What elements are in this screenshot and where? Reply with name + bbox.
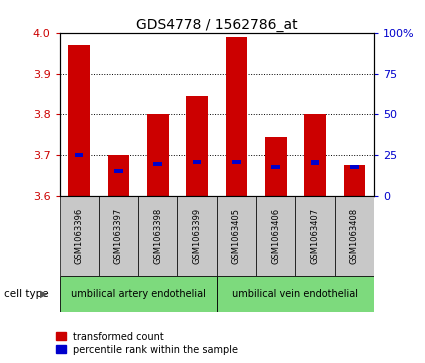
Title: GDS4778 / 1562786_at: GDS4778 / 1562786_at xyxy=(136,18,298,32)
Bar xyxy=(311,160,319,164)
Bar xyxy=(335,196,374,276)
Text: GSM1063396: GSM1063396 xyxy=(75,208,84,264)
Bar xyxy=(99,196,138,276)
Text: umbilical vein endothelial: umbilical vein endothelial xyxy=(232,289,358,299)
Bar xyxy=(304,114,326,196)
Text: GSM1063408: GSM1063408 xyxy=(350,208,359,264)
Bar xyxy=(295,196,335,276)
Bar xyxy=(350,164,359,169)
Bar xyxy=(186,96,208,196)
Bar xyxy=(60,276,217,312)
Text: GSM1063397: GSM1063397 xyxy=(114,208,123,264)
Text: GSM1063399: GSM1063399 xyxy=(193,208,201,264)
Text: GSM1063405: GSM1063405 xyxy=(232,208,241,264)
Text: ▶: ▶ xyxy=(40,289,48,299)
Bar xyxy=(232,160,241,164)
Text: umbilical artery endothelial: umbilical artery endothelial xyxy=(71,289,206,299)
Bar xyxy=(193,160,201,164)
Bar xyxy=(226,37,247,196)
Bar xyxy=(178,196,217,276)
Bar xyxy=(343,166,365,196)
Bar xyxy=(75,153,83,157)
Legend: transformed count, percentile rank within the sample: transformed count, percentile rank withi… xyxy=(56,331,238,355)
Bar xyxy=(217,276,374,312)
Bar xyxy=(114,169,123,173)
Text: GSM1063398: GSM1063398 xyxy=(153,208,162,264)
Bar xyxy=(265,137,286,196)
Bar xyxy=(153,162,162,166)
Bar xyxy=(147,114,169,196)
Bar xyxy=(108,155,129,196)
Bar xyxy=(217,196,256,276)
Bar xyxy=(272,166,280,170)
Bar xyxy=(256,196,295,276)
Text: GSM1063406: GSM1063406 xyxy=(271,208,280,264)
Bar xyxy=(138,196,178,276)
Text: cell type: cell type xyxy=(4,289,49,299)
Bar xyxy=(60,196,99,276)
Text: GSM1063407: GSM1063407 xyxy=(311,208,320,264)
Bar xyxy=(68,45,90,196)
